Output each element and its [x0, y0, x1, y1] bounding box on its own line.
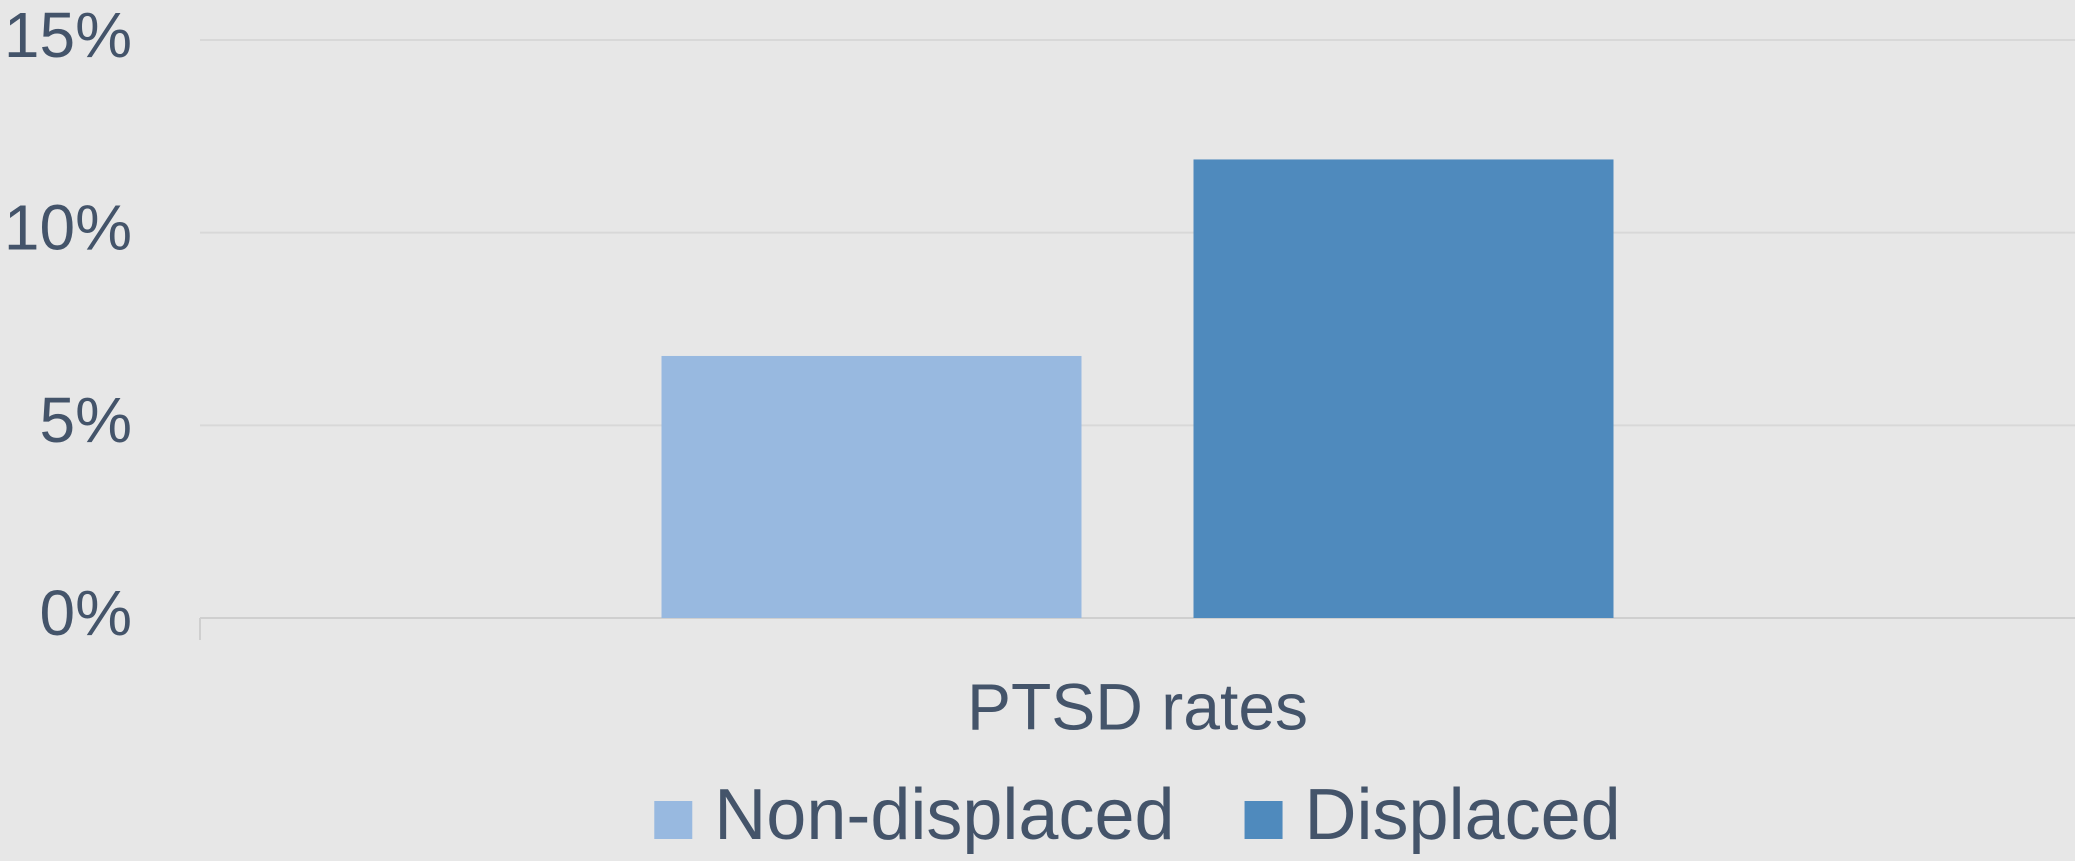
y-tick-label: 5% — [40, 384, 133, 456]
legend-swatch — [1244, 801, 1283, 839]
legend-label: Non-displaced — [714, 775, 1174, 855]
y-tick-label: 15% — [4, 0, 132, 71]
legend-label: Displaced — [1305, 775, 1621, 855]
y-tick-label: 0% — [40, 577, 133, 649]
bar — [661, 355, 1082, 618]
x-tick-label: PTSD rates — [967, 669, 1308, 743]
bar — [1193, 159, 1614, 618]
legend-swatch — [654, 801, 693, 839]
y-tick-label: 10% — [4, 192, 132, 264]
